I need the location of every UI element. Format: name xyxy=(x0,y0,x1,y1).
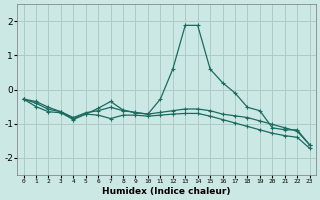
X-axis label: Humidex (Indice chaleur): Humidex (Indice chaleur) xyxy=(102,187,231,196)
